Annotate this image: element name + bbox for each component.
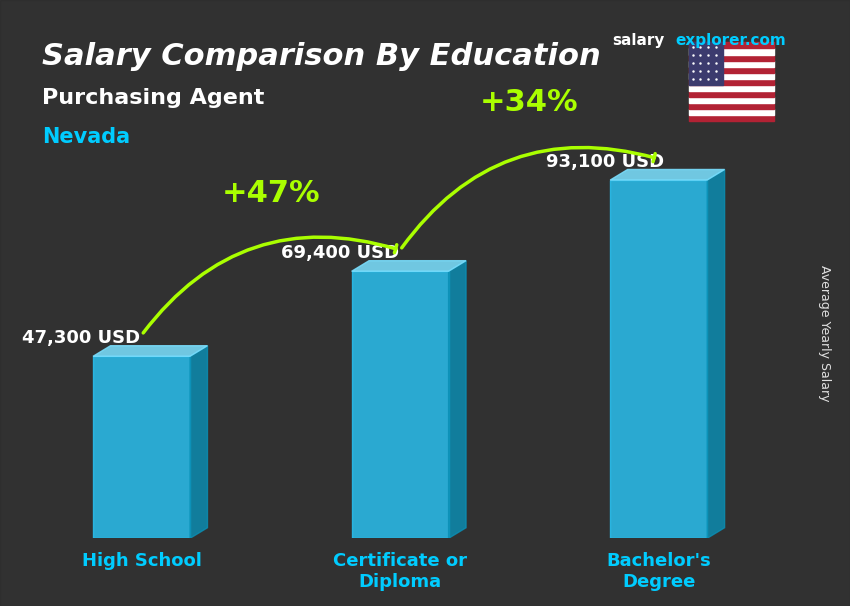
Text: Nevada: Nevada	[42, 127, 131, 147]
Polygon shape	[93, 345, 207, 356]
Bar	[688, 91, 774, 97]
Text: salary: salary	[612, 33, 665, 48]
Text: +47%: +47%	[222, 179, 320, 208]
Bar	[352, 271, 449, 538]
Text: Salary Comparison By Education: Salary Comparison By Education	[42, 42, 601, 72]
Polygon shape	[707, 170, 724, 538]
Bar	[688, 79, 774, 85]
Polygon shape	[352, 261, 466, 271]
Bar	[688, 67, 774, 73]
Bar	[688, 85, 774, 91]
Text: 69,400 USD: 69,400 USD	[280, 244, 399, 262]
Bar	[688, 48, 774, 55]
Bar	[688, 115, 774, 121]
Bar	[610, 180, 707, 538]
Text: Average Yearly Salary: Average Yearly Salary	[818, 265, 831, 402]
Polygon shape	[449, 261, 466, 538]
Bar	[688, 97, 774, 103]
Text: +34%: +34%	[480, 87, 579, 116]
Bar	[688, 73, 774, 79]
Text: explorer.com: explorer.com	[676, 33, 786, 48]
Text: 93,100 USD: 93,100 USD	[546, 153, 664, 171]
Text: 47,300 USD: 47,300 USD	[22, 329, 140, 347]
Bar	[688, 109, 774, 115]
Polygon shape	[610, 170, 724, 180]
Bar	[93, 356, 190, 538]
Bar	[688, 42, 774, 48]
Text: Purchasing Agent: Purchasing Agent	[42, 88, 265, 108]
Bar	[688, 103, 774, 109]
Polygon shape	[190, 345, 207, 538]
Bar	[688, 61, 774, 67]
Bar	[688, 55, 774, 61]
